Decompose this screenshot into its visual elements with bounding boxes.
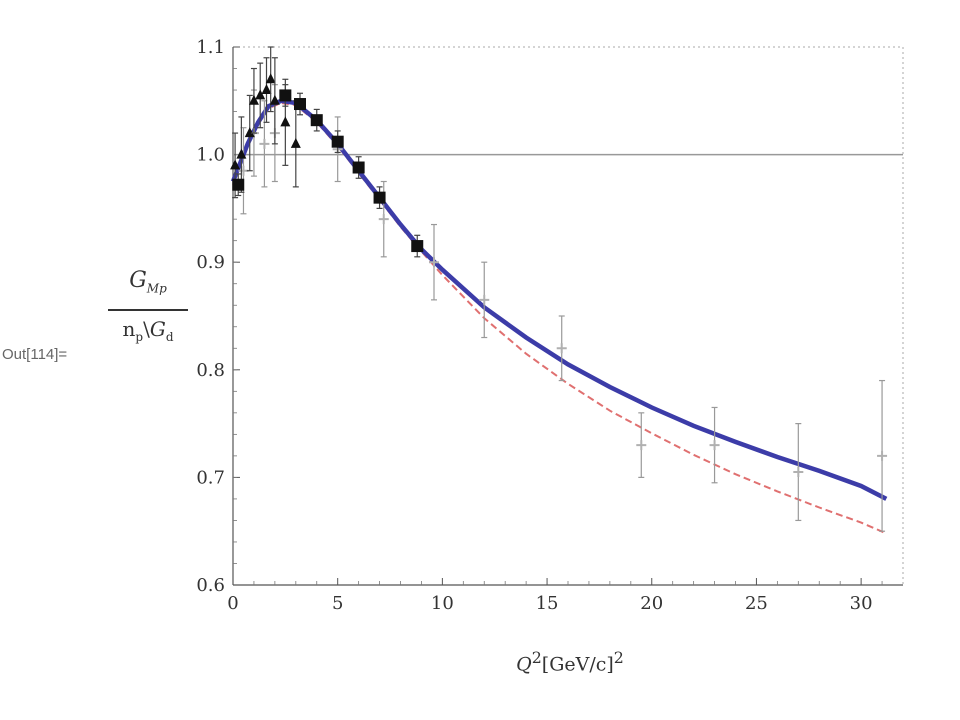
x-tick-label: 5 [332,593,343,614]
square-data-point [352,161,365,174]
triangle-data-point [265,73,276,84]
square-data-point [411,240,424,253]
y-axis-label: GMp np\Gd [108,268,188,344]
square-data-point [331,135,344,148]
y-tick-label: 1.1 [196,37,225,58]
square-data-point [279,89,292,102]
triangle-data-point [255,89,266,100]
x-tick-label: 10 [431,593,454,614]
triangle-data-point [261,84,272,95]
x-tick-label: 15 [536,593,559,614]
y-label-denominator: np\Gd [122,317,174,345]
y-tick-label: 0.6 [196,575,225,596]
solid-fit-curve [230,98,888,501]
y-tick-label: 1.0 [196,145,225,166]
cross-data-point [556,343,567,354]
x-tick-label: 0 [227,593,238,614]
triangle-data-point [248,94,259,105]
cross-data-point [793,467,804,478]
y-tick-label: 0.7 [196,467,225,488]
x-tick-label: 30 [850,593,873,614]
cross-data-point [429,257,439,268]
cross-data-point [479,294,490,305]
cross-data-point [378,214,389,225]
triangle-data-point [290,137,301,148]
triangle-data-point [230,159,241,170]
cross-data-point [636,440,647,451]
cross-data-point [877,450,888,461]
triangle-data-point [280,116,291,127]
y-label-fraction-bar [108,309,188,312]
triangle-data-point [269,94,280,105]
x-tick-label: 20 [640,593,663,614]
cell-output-label: Out[114]= [2,346,68,363]
y-label-numerator: GMp [129,268,167,296]
triangle-data-point [244,127,255,138]
cross-data-point [259,138,270,149]
triangle-data-point [236,148,247,159]
square-data-point [373,191,386,204]
square-data-point [310,114,323,127]
square-data-point [232,178,245,191]
square-data-point [294,98,306,111]
x-tick-label: 25 [745,593,768,614]
y-tick-label: 0.8 [196,360,225,381]
dashed-fit-curve [232,101,887,535]
cross-data-point [709,440,720,451]
y-tick-label: 0.9 [196,252,225,273]
x-axis-label: Q2[GeV/c]2 [516,648,624,676]
